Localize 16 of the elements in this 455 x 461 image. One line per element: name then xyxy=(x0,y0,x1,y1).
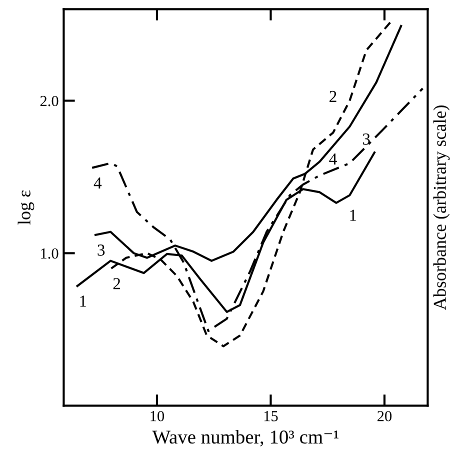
y2-axis-title: Absorbance (arbitrary scale) xyxy=(433,105,450,310)
series-label: 3 xyxy=(98,244,105,256)
text: 2 xyxy=(330,90,336,102)
series-label: 2 xyxy=(113,278,120,290)
text: 3 xyxy=(362,133,370,145)
x-axis-title: Wave number, 10³ cm⁻¹ xyxy=(152,430,338,446)
x-tick-label: 20 xyxy=(378,410,392,422)
text: 1 xyxy=(350,210,356,221)
x-tick-label: 10 xyxy=(150,410,164,422)
x-tick-label: 15 xyxy=(264,411,278,422)
y-axis-title: log ε xyxy=(18,190,34,225)
y-tick-label: 1.0 xyxy=(41,248,58,259)
text: 4 xyxy=(94,178,102,188)
series-label: 1 xyxy=(80,296,86,307)
series-label: 4 xyxy=(329,153,337,164)
y-tick-label: 2.0 xyxy=(40,96,58,106)
